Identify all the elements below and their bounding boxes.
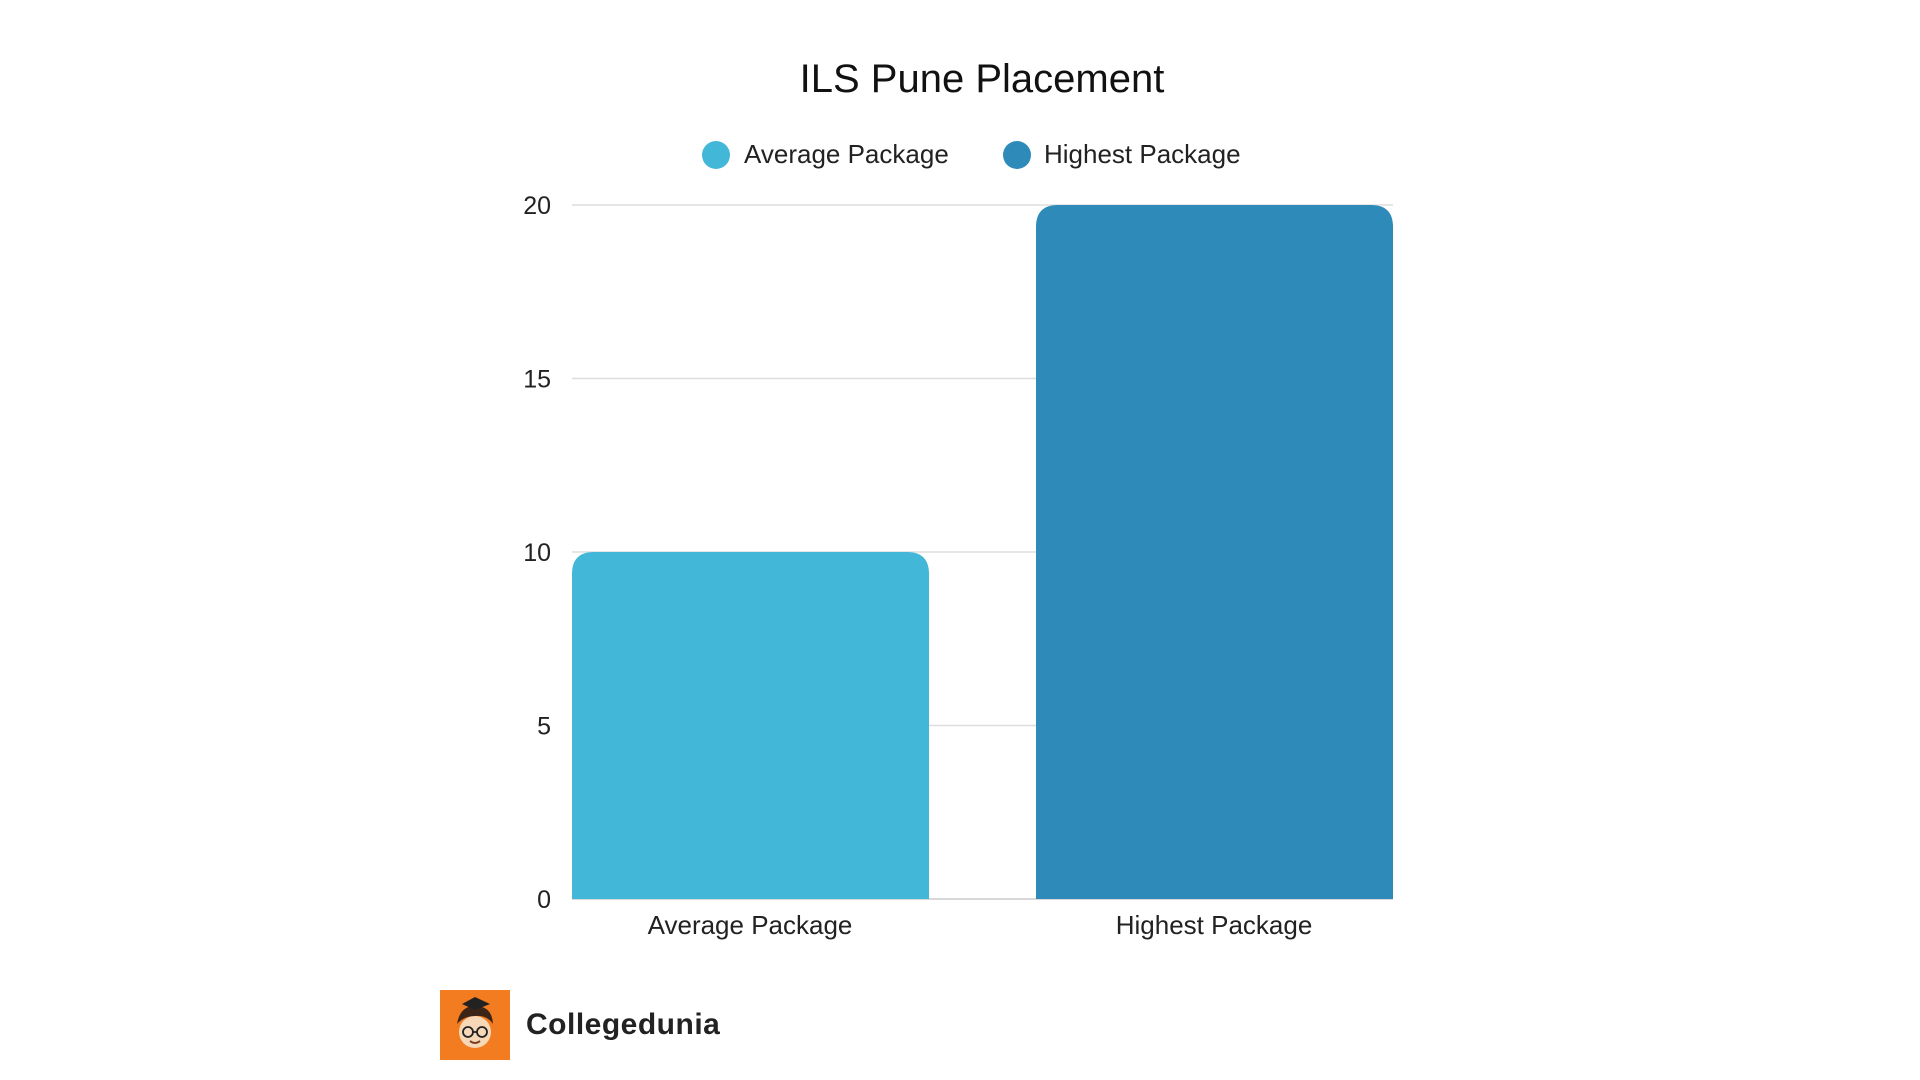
legend-swatch-highest-package: [1003, 141, 1031, 169]
legend-label-highest-package: Highest Package: [1044, 139, 1241, 169]
y-tick-label-10: 10: [523, 539, 551, 567]
bars: [572, 205, 1393, 899]
y-tick-label-5: 5: [537, 713, 551, 741]
chart-title: ILS Pune Placement: [800, 57, 1165, 101]
y-tick-label-20: 20: [523, 192, 551, 220]
brand-name: Collegedunia: [526, 1008, 721, 1041]
y-tick-label-0: 0: [537, 886, 551, 914]
bar-average-package: [572, 552, 929, 899]
y-tick-label-15: 15: [523, 366, 551, 394]
y-axis: 0 5 10 15 20: [523, 192, 551, 914]
x-tick-label-highest-package: Highest Package: [1116, 910, 1313, 940]
legend-swatch-average-package: [702, 141, 730, 169]
brand: Collegedunia: [440, 990, 720, 1060]
legend: Average Package Highest Package: [702, 139, 1241, 169]
legend-label-average-package: Average Package: [744, 139, 949, 169]
x-axis: Average Package Highest Package: [648, 910, 1313, 940]
x-tick-label-average-package: Average Package: [648, 910, 853, 940]
student-mascot-icon: [440, 990, 510, 1060]
bar-highest-package: [1036, 205, 1393, 899]
